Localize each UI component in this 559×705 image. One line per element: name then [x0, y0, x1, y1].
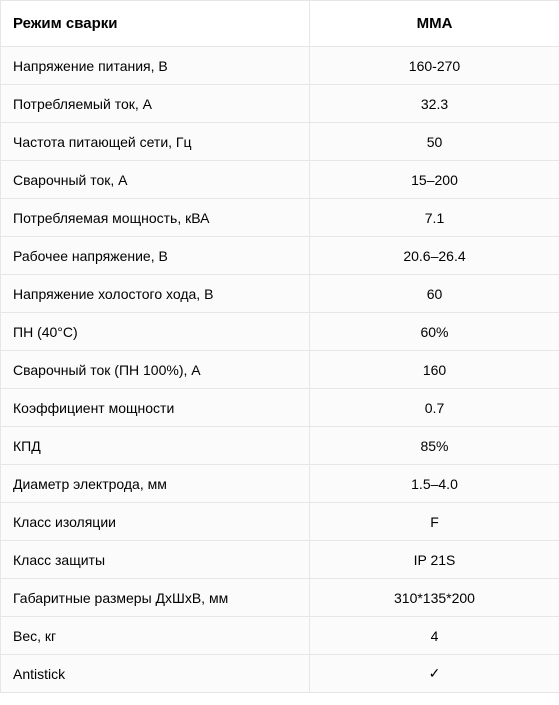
value-cell: 60% [310, 313, 559, 351]
value-cell: 85% [310, 427, 559, 465]
table-row: Диаметр электрода, мм1.5–4.0 [1, 465, 559, 503]
param-cell: Сварочный ток (ПН 100%), А [1, 351, 310, 389]
param-cell: Частота питающей сети, Гц [1, 123, 310, 161]
value-cell: 32.3 [310, 85, 559, 123]
table-row: КПД85% [1, 427, 559, 465]
table-row: Класс защитыIP 21S [1, 541, 559, 579]
param-cell: Напряжение питания, В [1, 47, 310, 85]
value-cell: 60 [310, 275, 559, 313]
table-row: Частота питающей сети, Гц50 [1, 123, 559, 161]
param-cell: Потребляемая мощность, кВА [1, 199, 310, 237]
table-row: ПН (40°С)60% [1, 313, 559, 351]
value-cell: 4 [310, 617, 559, 655]
param-cell: Напряжение холостого хода, В [1, 275, 310, 313]
table-header: Режим сварки MMA [1, 1, 559, 47]
table-row: Вес, кг4 [1, 617, 559, 655]
value-cell: 160-270 [310, 47, 559, 85]
value-cell: IP 21S [310, 541, 559, 579]
param-cell: Коэффициент мощности [1, 389, 310, 427]
value-cell: 310*135*200 [310, 579, 559, 617]
table-row: Сварочный ток (ПН 100%), А160 [1, 351, 559, 389]
header-param: Режим сварки [1, 1, 310, 47]
param-cell: Вес, кг [1, 617, 310, 655]
value-cell: 20.6–26.4 [310, 237, 559, 275]
param-cell: КПД [1, 427, 310, 465]
param-cell: Класс защиты [1, 541, 310, 579]
value-cell: 7.1 [310, 199, 559, 237]
value-cell: 1.5–4.0 [310, 465, 559, 503]
value-cell: 160 [310, 351, 559, 389]
param-cell: Сварочный ток, А [1, 161, 310, 199]
param-cell: Диаметр электрода, мм [1, 465, 310, 503]
table-row: Напряжение холостого хода, В60 [1, 275, 559, 313]
param-cell: Класс изоляции [1, 503, 310, 541]
param-cell: Габаритные размеры ДхШхВ, мм [1, 579, 310, 617]
value-cell: 50 [310, 123, 559, 161]
param-cell: Потребляемый ток, А [1, 85, 310, 123]
table-row: Потребляемый ток, А32.3 [1, 85, 559, 123]
value-cell: 15–200 [310, 161, 559, 199]
table-body: Напряжение питания, В160-270 Потребляемы… [1, 47, 559, 693]
param-cell: Рабочее напряжение, В [1, 237, 310, 275]
specs-table: Режим сварки MMA Напряжение питания, В16… [0, 0, 559, 693]
table-row: Класс изоляцииF [1, 503, 559, 541]
value-cell: 0.7 [310, 389, 559, 427]
param-cell: ПН (40°С) [1, 313, 310, 351]
table-row: Antistick✓ [1, 655, 559, 693]
table-row: Напряжение питания, В160-270 [1, 47, 559, 85]
table-row: Габаритные размеры ДхШхВ, мм310*135*200 [1, 579, 559, 617]
table-row: Сварочный ток, А15–200 [1, 161, 559, 199]
table-row: Рабочее напряжение, В20.6–26.4 [1, 237, 559, 275]
value-cell: F [310, 503, 559, 541]
param-cell: Antistick [1, 655, 310, 693]
value-cell: ✓ [310, 655, 559, 693]
table-row: Потребляемая мощность, кВА7.1 [1, 199, 559, 237]
header-value: MMA [310, 1, 559, 47]
table-row: Коэффициент мощности0.7 [1, 389, 559, 427]
